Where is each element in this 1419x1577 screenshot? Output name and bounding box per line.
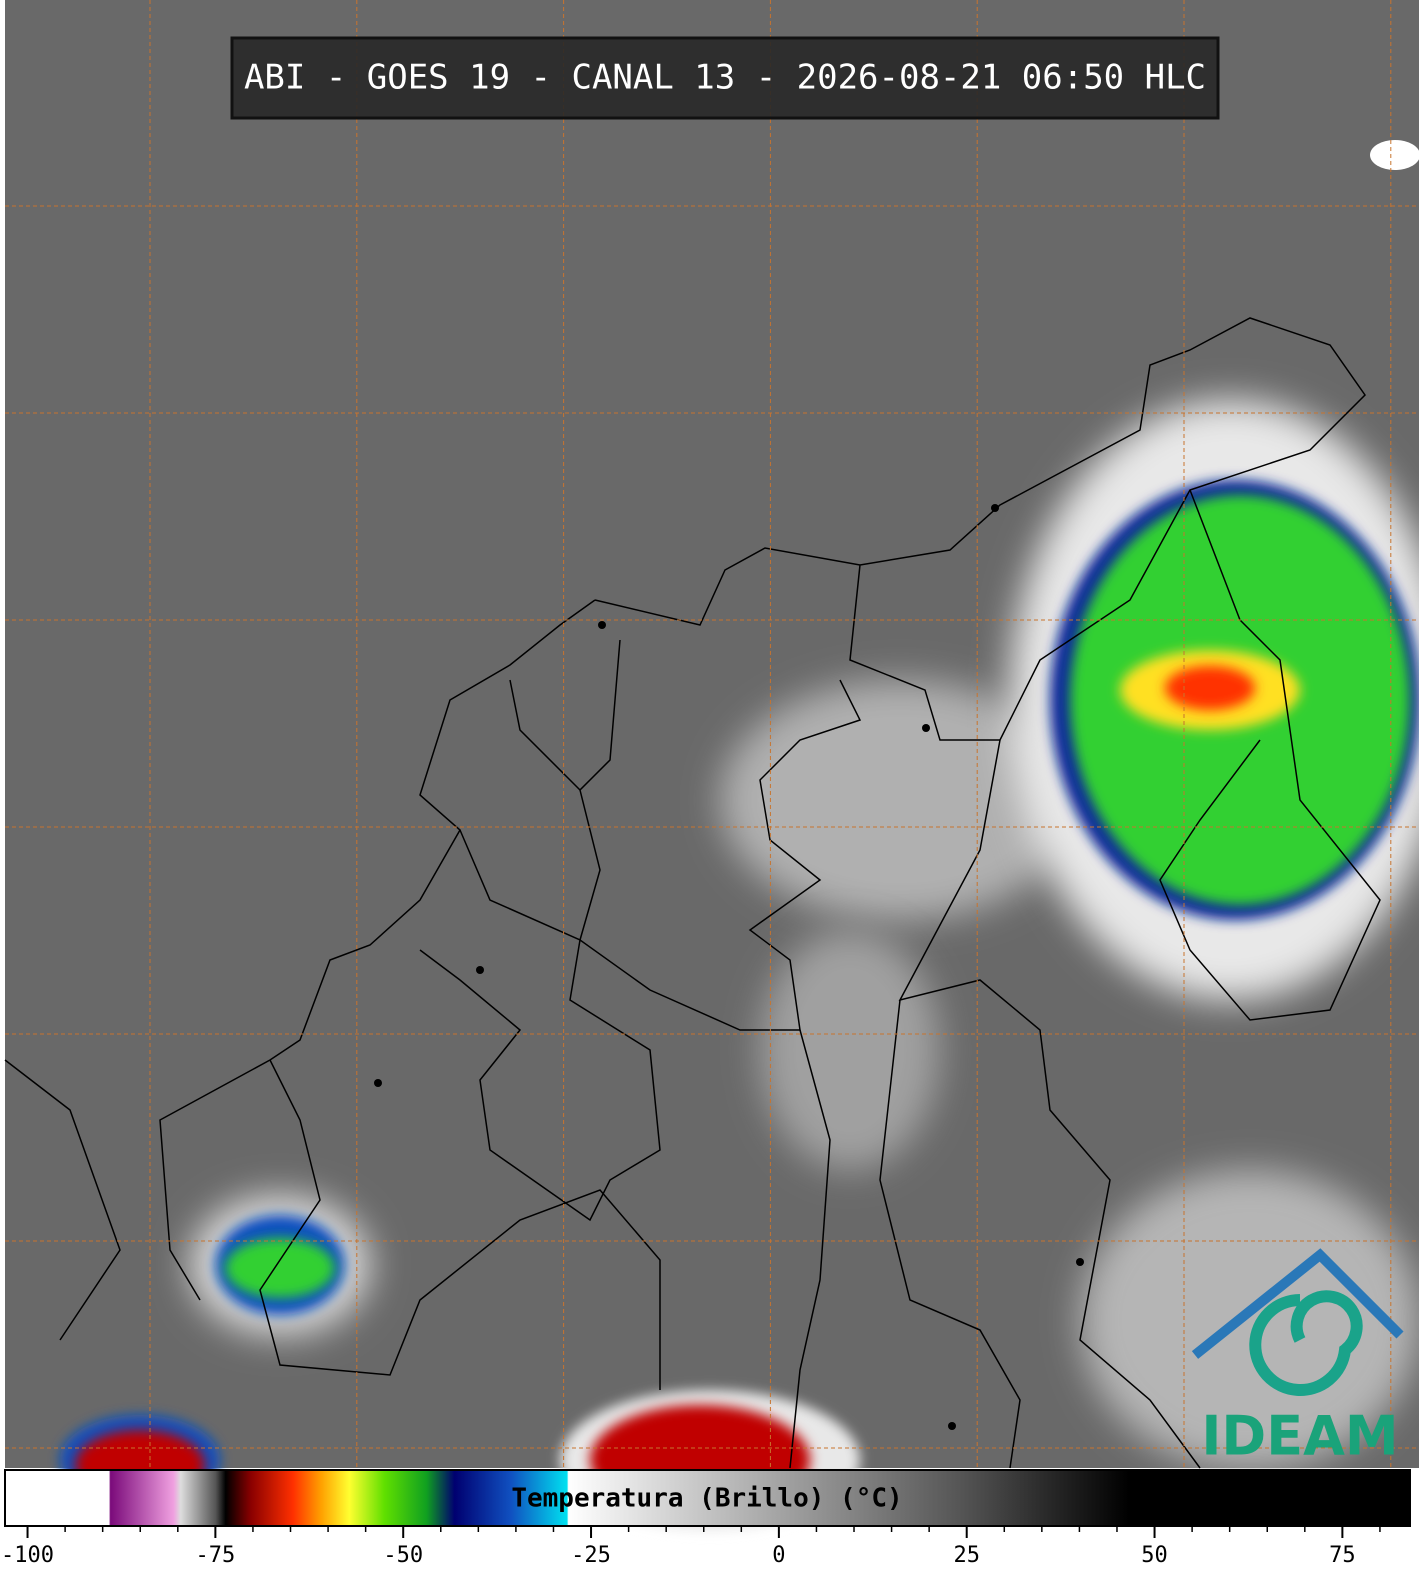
title: ABI - GOES 19 - CANAL 13 - 2026-08-21 06… [244,58,1206,98]
logo-mark [1191,1248,1404,1359]
cloud-core [225,1238,335,1298]
logo: IDEAM [1191,1248,1404,1468]
city [476,966,484,974]
lat-lon-grid [5,0,1419,1468]
coastline [159,599,596,1301]
coastline [594,317,1366,741]
cloud [1370,140,1419,170]
title-box [230,36,1220,120]
logo-text: IDEAM [1201,1405,1398,1468]
tick-label: -50 [383,1543,423,1568]
tick-label: -100 [1,1543,54,1568]
city [991,504,999,512]
tick-label: -25 [571,1543,611,1568]
tick-label: 50 [1141,1543,1168,1568]
cities [374,504,1084,1430]
department-border [419,679,661,1222]
tick-label: 0 [772,1543,785,1568]
tick-label: 25 [953,1543,980,1568]
city [948,1422,956,1430]
logo-mark [1249,1290,1363,1396]
department-border [579,639,862,1031]
cloud-core [1165,666,1255,710]
city [374,1079,382,1087]
tick-label: 75 [1329,1543,1356,1568]
tick-label: -75 [195,1543,235,1568]
colorbar [4,1469,1411,1527]
city [598,621,606,629]
city [922,724,930,732]
city [1076,1258,1084,1266]
department-border [259,1029,831,1469]
cloud [760,930,940,1170]
borders [4,317,1381,1469]
colorbar-label: Temperatura (Brillo) (°C) [511,1484,902,1514]
cloud [1080,1170,1419,1470]
department-border [898,489,1381,1469]
department-border [4,999,1021,1469]
colorbar-axis: -100 -75 -50 -25 0 25 50 75 [1,1526,1381,1568]
